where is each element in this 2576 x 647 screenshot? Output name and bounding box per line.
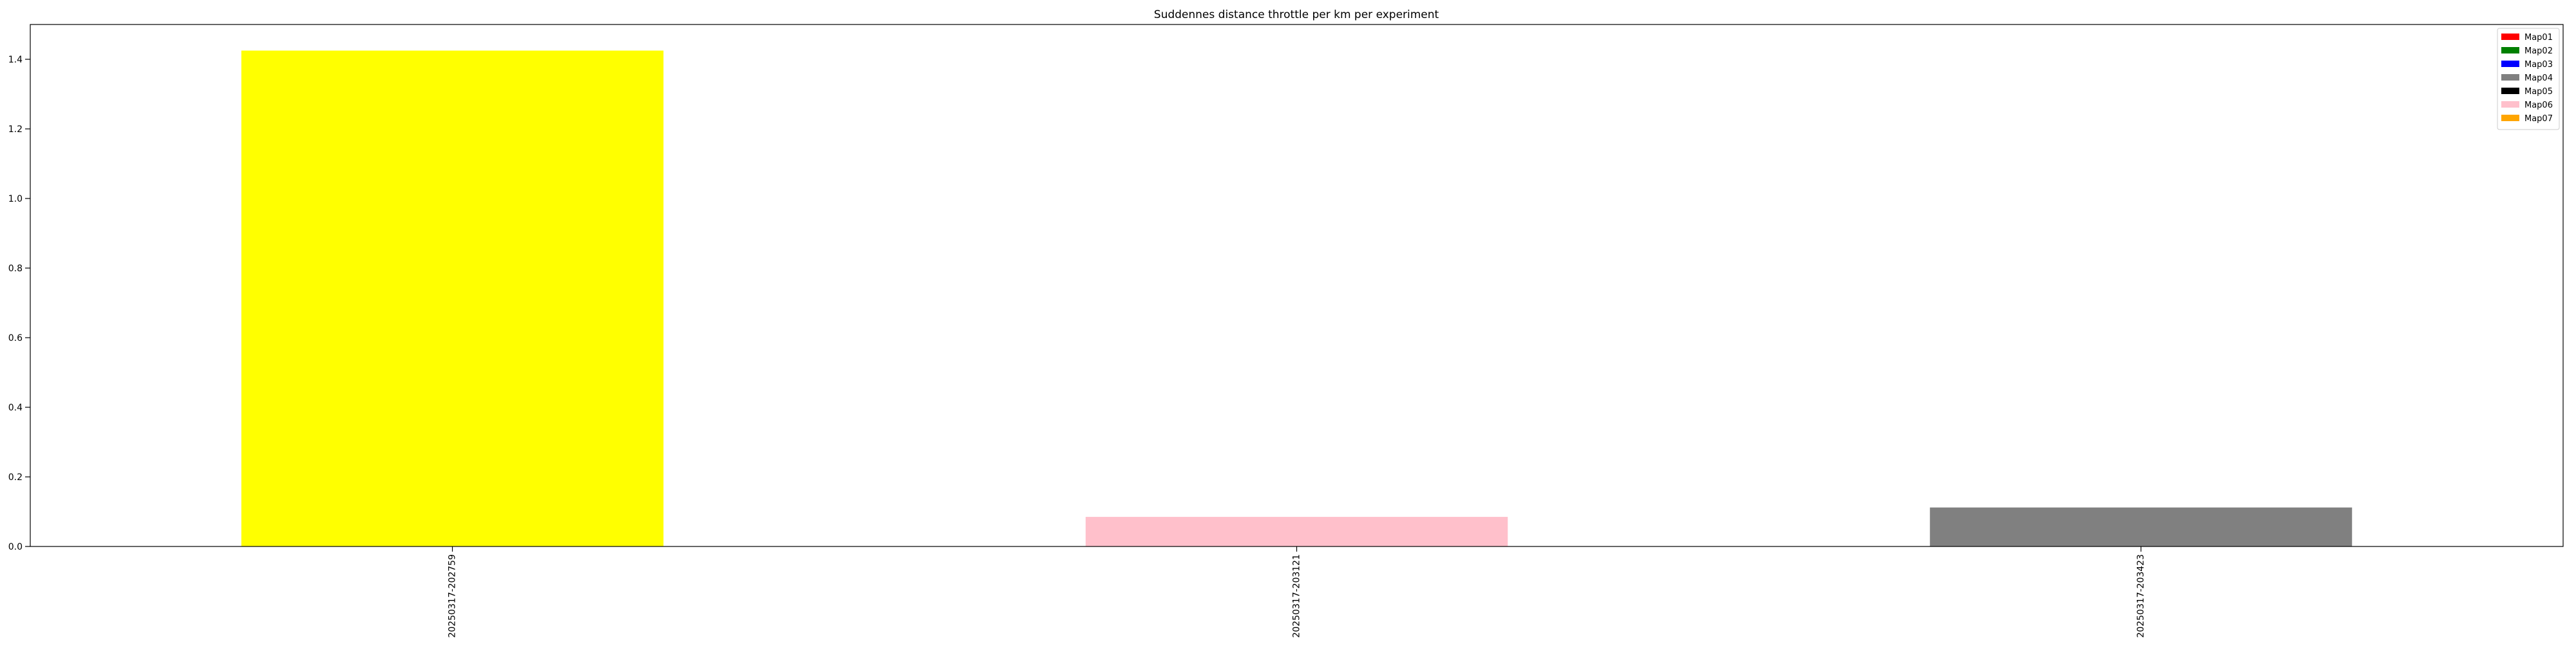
bar-3 [1929,507,2353,546]
y-tick-label-1: 0.2 [8,472,23,483]
y-tick-label-0: 0.0 [8,542,23,552]
y-tick-label-6: 1.2 [8,124,23,135]
legend-label-1: Map01 [2524,33,2553,43]
legend-label-2: Map02 [2524,46,2553,56]
y-tick-label-2: 0.4 [8,403,23,413]
legend: Map01 Map02 Map03 Map04 Map05 Map06 Map07 [2497,28,2560,130]
y-tick-label-4: 0.8 [8,264,23,274]
legend-label-6: Map06 [2524,101,2553,110]
x-tick-label-0: 20250317-202759 [448,554,458,638]
legend-label-7: Map07 [2524,114,2553,124]
legend-swatch-5 [2501,88,2519,94]
y-tick-label-7: 1.4 [8,55,23,65]
legend-label-4: Map04 [2524,73,2553,83]
legend-swatch-4 [2501,74,2519,81]
bars-layer [241,50,2353,546]
x-tick-label-1: 20250317-203121 [1292,554,1302,638]
x-tick-label-2: 20250317-203423 [2136,554,2146,638]
bar-2 [1085,517,1508,546]
legend-swatch-7 [2501,115,2519,121]
legend-swatch-2 [2501,47,2519,53]
legend-swatch-1 [2501,34,2519,40]
bar-1 [241,50,664,546]
legend-swatch-3 [2501,61,2519,67]
chart-title: Suddennes distance throttle per km per e… [1154,8,1439,21]
y-tick-label-3: 0.6 [8,333,23,343]
legend-label-3: Map03 [2524,60,2553,70]
axes-layer: 0.0 0.2 0.4 0.6 0.8 1.0 1.2 1.4 20250317-202759 2… [8,24,2564,638]
legend-label-5: Map05 [2524,87,2553,97]
legend-swatch-6 [2501,101,2519,108]
y-tick-label-5: 1.0 [8,194,23,204]
